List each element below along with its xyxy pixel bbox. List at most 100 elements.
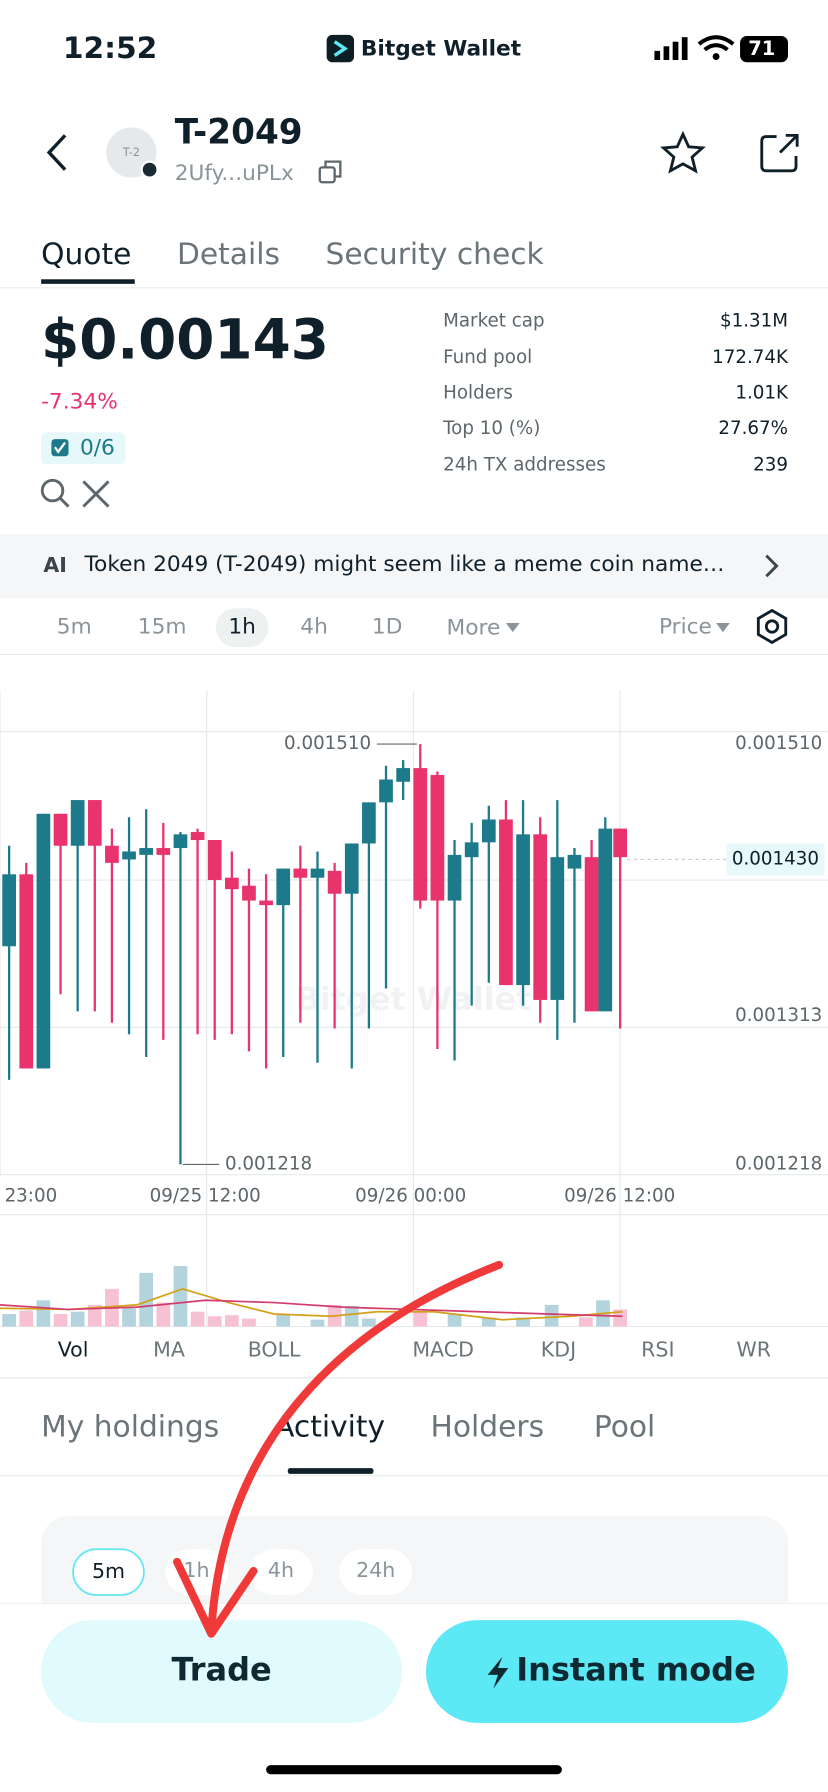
candle [19, 874, 34, 1069]
volume-bar [516, 1317, 530, 1327]
time-label: 09/26 00:00 [355, 1185, 466, 1206]
candle [464, 842, 479, 858]
candle [36, 813, 51, 1069]
candle [327, 870, 342, 894]
section-tab[interactable]: My holdings [41, 1410, 219, 1445]
interval[interactable]: 15m [138, 615, 187, 640]
indicator[interactable]: KDJ [541, 1338, 576, 1362]
wifi-icon [712, 53, 720, 61]
candle [224, 877, 239, 890]
candle [550, 857, 565, 1000]
back-button[interactable] [46, 134, 67, 171]
ai-badge: AI [43, 553, 67, 577]
volume-bar [207, 1316, 222, 1327]
instant-button[interactable] [425, 1620, 789, 1723]
indicator[interactable]: Vol [58, 1338, 89, 1362]
trade-button[interactable] [41, 1620, 403, 1723]
battery-icon [740, 36, 789, 63]
volume-bar [122, 1308, 136, 1327]
interval[interactable]: 4h [300, 615, 328, 640]
search-icon[interactable] [40, 478, 65, 503]
share-button[interactable] [779, 133, 799, 154]
search-icon[interactable] [40, 478, 70, 508]
time-filter[interactable]: 5m [92, 1559, 125, 1583]
volume-bar [447, 1313, 462, 1327]
candle [344, 843, 359, 894]
indicator[interactable]: RSI [641, 1338, 674, 1362]
tab[interactable]: Security check [325, 237, 544, 272]
divider [0, 653, 828, 656]
chain-badge [140, 160, 159, 179]
stat-label: Market cap [443, 311, 544, 332]
chevron [765, 554, 779, 578]
token-address: 2Ufy...uPLx [175, 161, 294, 186]
battery-level: 71 [748, 37, 775, 60]
interval-selected [215, 608, 269, 648]
volume-bar [362, 1318, 376, 1327]
search-icon[interactable] [59, 497, 70, 508]
indicator[interactable]: WR [736, 1338, 771, 1362]
axis-label: 0.001510 [735, 733, 822, 754]
volume-bar [242, 1318, 256, 1327]
interval[interactable]: 1D [372, 615, 403, 640]
section-tab[interactable]: Activity [274, 1410, 385, 1445]
candle [293, 868, 308, 878]
candle [190, 832, 205, 841]
volume-bar [53, 1313, 68, 1327]
candle [598, 828, 613, 1012]
candle [613, 828, 627, 858]
favorite-button[interactable] [660, 130, 706, 174]
candle [242, 885, 256, 901]
volume-bar [19, 1310, 34, 1327]
tab-indicator [41, 279, 135, 284]
candle [207, 840, 222, 881]
volume-bar [70, 1311, 85, 1327]
share-button[interactable] [760, 135, 798, 173]
filter-pill [339, 1549, 413, 1595]
divider [0, 1376, 828, 1380]
signal-icon [672, 41, 679, 61]
tab[interactable]: Details [177, 237, 280, 272]
status-time: 12:52 [63, 31, 158, 66]
indicator[interactable]: MACD [412, 1338, 474, 1362]
price-mode[interactable]: Price [659, 615, 712, 640]
candle [499, 819, 513, 986]
stat-value: $1.31M [720, 311, 788, 332]
axis-label: 0.001218 [735, 1153, 822, 1174]
candle [516, 834, 530, 986]
copy-icon[interactable] [318, 160, 342, 184]
interval[interactable]: More [447, 616, 501, 641]
watermark: Bitget Wallet [295, 980, 531, 1018]
candle [362, 802, 376, 844]
settings-button[interactable] [756, 608, 788, 645]
interval[interactable]: 1h [228, 615, 256, 640]
share-button[interactable] [760, 133, 799, 173]
volume-bar [613, 1309, 627, 1327]
stat-value: 172.74K [712, 347, 789, 368]
time-filter[interactable]: 4h [268, 1558, 294, 1582]
section-tab[interactable]: Holders [431, 1410, 545, 1445]
time-label: 23:00 [5, 1185, 58, 1206]
volume-bar [87, 1304, 102, 1327]
copy-icon[interactable] [318, 166, 336, 184]
volume-bar [36, 1300, 51, 1327]
interval[interactable]: 5m [57, 615, 92, 640]
stat-value: 239 [753, 454, 788, 475]
section-tab[interactable]: Pool [594, 1410, 655, 1445]
candle [2, 874, 16, 947]
filter-pill [250, 1549, 313, 1595]
time-filter[interactable]: 24h [356, 1558, 395, 1582]
tab[interactable]: Quote [41, 237, 131, 272]
avatar-text: T-2 [122, 145, 140, 159]
candle [430, 774, 445, 901]
indicator[interactable]: MA [153, 1338, 185, 1362]
divider [0, 1475, 828, 1477]
indicator[interactable]: BOLL [248, 1338, 301, 1362]
copy-icon[interactable] [324, 160, 342, 178]
price-change: -7.34% [41, 390, 118, 415]
x-icon[interactable] [82, 480, 110, 508]
volume-bar [139, 1272, 154, 1327]
instant-label: Instant mode [516, 1650, 756, 1688]
ai-summary-bar[interactable] [0, 533, 828, 598]
